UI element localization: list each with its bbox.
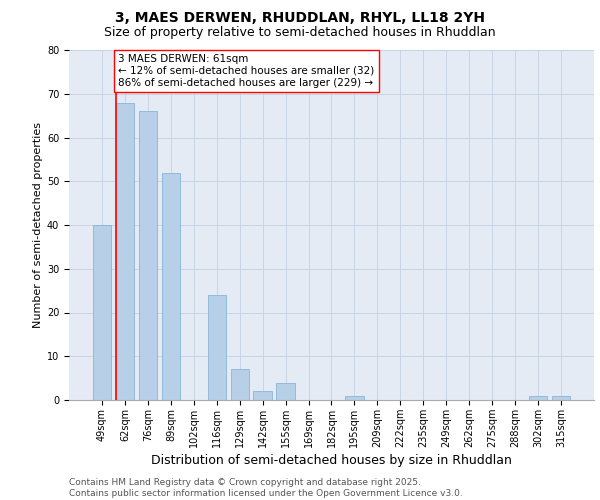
Bar [529,396,547,400]
Text: Contains HM Land Registry data © Crown copyright and database right 2025.
Contai: Contains HM Land Registry data © Crown c… [69,478,463,498]
Bar [116,102,134,400]
Bar [345,396,364,400]
Text: Size of property relative to semi-detached houses in Rhuddlan: Size of property relative to semi-detach… [104,26,496,39]
Bar [93,225,111,400]
Text: 3 MAES DERWEN: 61sqm
← 12% of semi-detached houses are smaller (32)
86% of semi-: 3 MAES DERWEN: 61sqm ← 12% of semi-detac… [118,54,374,88]
X-axis label: Distribution of semi-detached houses by size in Rhuddlan: Distribution of semi-detached houses by … [151,454,512,467]
Bar [277,382,295,400]
Bar [253,391,272,400]
Text: 3, MAES DERWEN, RHUDDLAN, RHYL, LL18 2YH: 3, MAES DERWEN, RHUDDLAN, RHYL, LL18 2YH [115,12,485,26]
Bar [208,295,226,400]
Bar [552,396,570,400]
Bar [230,370,249,400]
Y-axis label: Number of semi-detached properties: Number of semi-detached properties [33,122,43,328]
Bar [139,112,157,400]
Bar [162,172,180,400]
